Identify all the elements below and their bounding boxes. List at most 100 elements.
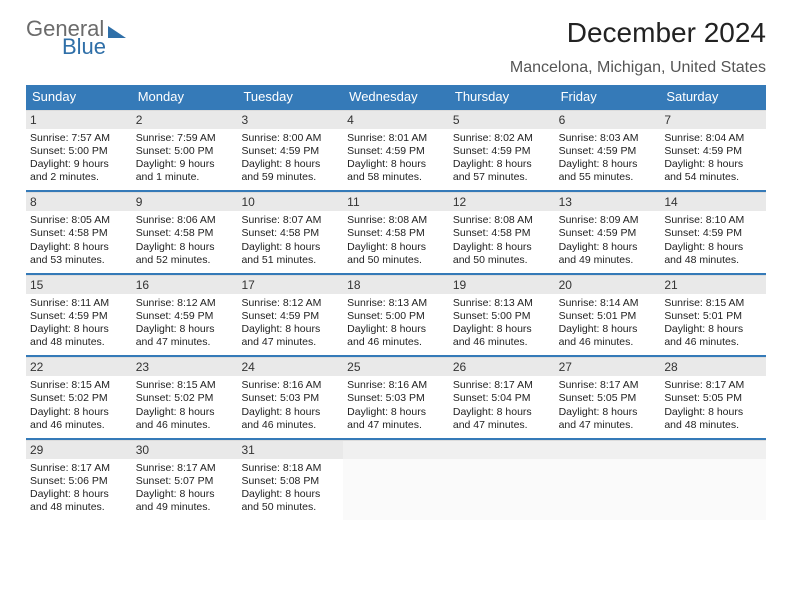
sunrise-text: Sunrise: 8:02 AM [453, 132, 551, 145]
day-number: 29 [26, 440, 132, 459]
day-number: 4 [343, 110, 449, 129]
sunset-text: Sunset: 5:00 PM [347, 310, 445, 323]
sunset-text: Sunset: 5:00 PM [30, 145, 128, 158]
sunrise-text: Sunrise: 8:17 AM [453, 379, 551, 392]
logo: General Blue [26, 18, 126, 58]
daylight-text: and 50 minutes. [241, 501, 339, 514]
day-cell: 31Sunrise: 8:18 AMSunset: 5:08 PMDayligh… [237, 440, 343, 521]
sunset-text: Sunset: 5:04 PM [453, 392, 551, 405]
sunrise-text: Sunrise: 7:57 AM [30, 132, 128, 145]
sunset-text: Sunset: 4:58 PM [347, 227, 445, 240]
sunrise-text: Sunrise: 8:06 AM [136, 214, 234, 227]
day-cell: 7Sunrise: 8:04 AMSunset: 4:59 PMDaylight… [660, 110, 766, 191]
sunset-text: Sunset: 4:58 PM [241, 227, 339, 240]
sunset-text: Sunset: 5:08 PM [241, 475, 339, 488]
day-cell: 19Sunrise: 8:13 AMSunset: 5:00 PMDayligh… [449, 275, 555, 356]
day-cell: 25Sunrise: 8:16 AMSunset: 5:03 PMDayligh… [343, 357, 449, 438]
day-cell: 20Sunrise: 8:14 AMSunset: 5:01 PMDayligh… [555, 275, 661, 356]
daylight-text: and 50 minutes. [347, 254, 445, 267]
daylight-text: and 48 minutes. [30, 336, 128, 349]
daylight-text: Daylight: 8 hours [664, 323, 762, 336]
daylight-text: and 46 minutes. [241, 419, 339, 432]
day-number: 21 [660, 275, 766, 294]
day-cell: 8Sunrise: 8:05 AMSunset: 4:58 PMDaylight… [26, 192, 132, 273]
daylight-text: Daylight: 8 hours [136, 406, 234, 419]
day-cell: 6Sunrise: 8:03 AMSunset: 4:59 PMDaylight… [555, 110, 661, 191]
day-cell: 9Sunrise: 8:06 AMSunset: 4:58 PMDaylight… [132, 192, 238, 273]
day-number: 14 [660, 192, 766, 211]
daylight-text: and 47 minutes. [241, 336, 339, 349]
sunrise-text: Sunrise: 8:15 AM [664, 297, 762, 310]
day-number: 27 [555, 357, 661, 376]
month-title: December 2024 [510, 18, 766, 49]
location-subtitle: Mancelona, Michigan, United States [510, 59, 766, 77]
sunrise-text: Sunrise: 8:12 AM [241, 297, 339, 310]
sunset-text: Sunset: 5:01 PM [559, 310, 657, 323]
week-row: 22Sunrise: 8:15 AMSunset: 5:02 PMDayligh… [26, 355, 766, 438]
sunrise-text: Sunrise: 8:11 AM [30, 297, 128, 310]
sunset-text: Sunset: 5:00 PM [136, 145, 234, 158]
day-cell: 17Sunrise: 8:12 AMSunset: 4:59 PMDayligh… [237, 275, 343, 356]
day-cell: 29Sunrise: 8:17 AMSunset: 5:06 PMDayligh… [26, 440, 132, 521]
daylight-text: and 49 minutes. [136, 501, 234, 514]
day-number: 10 [237, 192, 343, 211]
daylight-text: Daylight: 8 hours [559, 241, 657, 254]
day-number: 13 [555, 192, 661, 211]
empty-cell [343, 440, 449, 521]
logo-word-2: Blue [62, 36, 126, 58]
day-cell: 26Sunrise: 8:17 AMSunset: 5:04 PMDayligh… [449, 357, 555, 438]
day-cell: 3Sunrise: 8:00 AMSunset: 4:59 PMDaylight… [237, 110, 343, 191]
week-row: 29Sunrise: 8:17 AMSunset: 5:06 PMDayligh… [26, 438, 766, 521]
daylight-text: and 59 minutes. [241, 171, 339, 184]
daylight-text: and 46 minutes. [664, 336, 762, 349]
day-number: 28 [660, 357, 766, 376]
sunrise-text: Sunrise: 8:05 AM [30, 214, 128, 227]
day-cell: 27Sunrise: 8:17 AMSunset: 5:05 PMDayligh… [555, 357, 661, 438]
daylight-text: Daylight: 8 hours [30, 241, 128, 254]
day-number: 15 [26, 275, 132, 294]
daylight-text: Daylight: 8 hours [241, 158, 339, 171]
daylight-text: and 58 minutes. [347, 171, 445, 184]
sunrise-text: Sunrise: 8:17 AM [559, 379, 657, 392]
sunrise-text: Sunrise: 8:03 AM [559, 132, 657, 145]
daylight-text: and 57 minutes. [453, 171, 551, 184]
sunrise-text: Sunrise: 8:12 AM [136, 297, 234, 310]
day-cell: 18Sunrise: 8:13 AMSunset: 5:00 PMDayligh… [343, 275, 449, 356]
sunset-text: Sunset: 4:59 PM [559, 145, 657, 158]
daylight-text: Daylight: 8 hours [136, 323, 234, 336]
day-number: 2 [132, 110, 238, 129]
daylight-text: Daylight: 8 hours [241, 323, 339, 336]
day-number: 30 [132, 440, 238, 459]
sunset-text: Sunset: 4:59 PM [453, 145, 551, 158]
daylight-text: and 49 minutes. [559, 254, 657, 267]
day-cell: 10Sunrise: 8:07 AMSunset: 4:58 PMDayligh… [237, 192, 343, 273]
daylight-text: Daylight: 8 hours [664, 241, 762, 254]
daylight-text: Daylight: 9 hours [136, 158, 234, 171]
weekday-header: Sunday [26, 85, 132, 108]
daylight-text: Daylight: 8 hours [30, 406, 128, 419]
day-number [660, 440, 766, 459]
daylight-text: Daylight: 8 hours [453, 323, 551, 336]
daylight-text: and 52 minutes. [136, 254, 234, 267]
weekday-header: Wednesday [343, 85, 449, 108]
sunset-text: Sunset: 4:59 PM [347, 145, 445, 158]
day-number: 24 [237, 357, 343, 376]
daylight-text: Daylight: 8 hours [453, 158, 551, 171]
day-cell: 23Sunrise: 8:15 AMSunset: 5:02 PMDayligh… [132, 357, 238, 438]
sunset-text: Sunset: 4:58 PM [136, 227, 234, 240]
daylight-text: Daylight: 8 hours [30, 488, 128, 501]
title-block: December 2024 Mancelona, Michigan, Unite… [510, 18, 766, 77]
sunrise-text: Sunrise: 7:59 AM [136, 132, 234, 145]
daylight-text: and 48 minutes. [664, 419, 762, 432]
day-cell: 24Sunrise: 8:16 AMSunset: 5:03 PMDayligh… [237, 357, 343, 438]
day-number: 6 [555, 110, 661, 129]
daylight-text: and 50 minutes. [453, 254, 551, 267]
daylight-text: Daylight: 8 hours [559, 323, 657, 336]
day-number: 22 [26, 357, 132, 376]
day-number: 25 [343, 357, 449, 376]
day-number: 8 [26, 192, 132, 211]
day-number: 16 [132, 275, 238, 294]
day-cell: 16Sunrise: 8:12 AMSunset: 4:59 PMDayligh… [132, 275, 238, 356]
day-number: 11 [343, 192, 449, 211]
daylight-text: and 47 minutes. [453, 419, 551, 432]
